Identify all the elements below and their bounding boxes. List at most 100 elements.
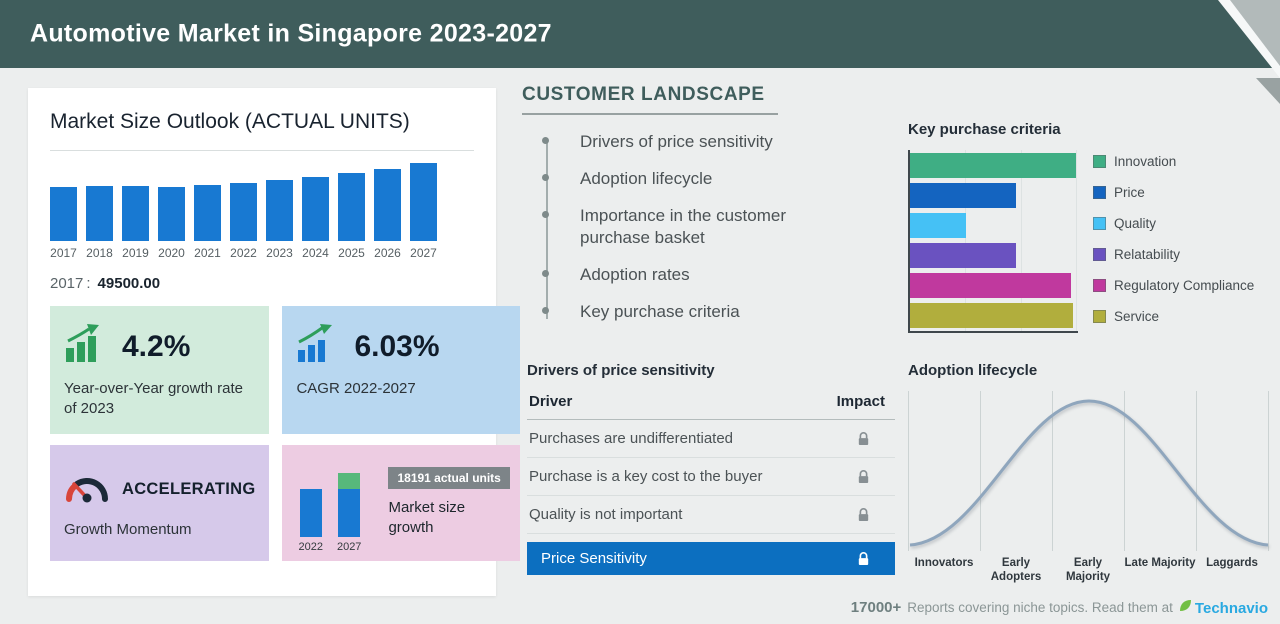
legend-marker-icon (1093, 248, 1106, 261)
key-purchase-criteria-title: Key purchase criteria (908, 121, 1061, 138)
base-year-separator: : (86, 275, 91, 292)
footer: 17000+ Reports covering niche topics. Re… (851, 599, 1268, 617)
stage-label: Late Majority (1124, 557, 1196, 569)
legend-label: Relatability (1114, 247, 1181, 262)
corner-ribbon-fold-icon (1256, 78, 1280, 104)
yoy-growth-card: 4.2% Year-over-Year growth rate of 2023 (50, 306, 270, 434)
stat-card-grid: 4.2% Year-over-Year growth rate of 2023 (50, 306, 520, 561)
legend-item: Price (1093, 185, 1254, 200)
gridline (965, 150, 966, 331)
table-header: Driver Impact (527, 391, 895, 420)
bell-curve-icon (909, 399, 1269, 547)
criteria-bar (910, 303, 1073, 328)
criteria-bar (910, 183, 1016, 208)
criteria-bar (910, 213, 966, 238)
driver-cell: Quality is not important (529, 506, 683, 523)
brand-name: Technavio (1194, 599, 1268, 617)
market-size-bar-column: 2019 (122, 186, 149, 260)
growth-year-label: 2027 (336, 541, 362, 553)
legend-label: Innovation (1114, 154, 1177, 169)
list-item-label: Key purchase criteria (580, 302, 740, 322)
legend-label: Service (1114, 309, 1160, 324)
market-size-bar-column: 2020 (158, 187, 185, 260)
gridline (1124, 391, 1125, 551)
legend-label: Price (1114, 185, 1145, 200)
technavio-logo[interactable]: Technavio (1179, 599, 1268, 617)
growth-bar-column: 2027 (337, 473, 361, 553)
market-size-bar-column: 2018 (86, 186, 113, 260)
table-row: Purchases are undifferentiated (527, 420, 895, 458)
list-bullet-icon (542, 174, 549, 182)
price-sensitivity-title: Drivers of price sensitivity (527, 362, 715, 379)
market-size-year-label: 2026 (374, 246, 401, 260)
criteria-bar (910, 273, 1071, 298)
market-size-panel: Market Size Outlook (ACTUAL UNITS) 2017 2… (28, 88, 520, 596)
legend-marker-icon (1093, 186, 1106, 199)
growth-increase-bar (338, 473, 361, 489)
legend-item: Relatability (1093, 247, 1254, 262)
list-item: Adoption rates (542, 264, 832, 286)
market-size-year-label: 2017 (50, 246, 77, 260)
table-row: Quality is not important (527, 496, 895, 534)
report-count: 17000+ (850, 599, 902, 616)
market-size-year-label: 2021 (194, 246, 221, 260)
list-item-label: Adoption lifecycle (580, 169, 713, 189)
market-size-year-label: 2025 (338, 246, 365, 260)
growth-mini-chart-wrap: 2022 2027 (294, 455, 378, 553)
customer-landscape-title: CUSTOMER LANDSCAPE (522, 84, 778, 115)
gridline (1076, 150, 1077, 331)
list-item-label: Adoption rates (580, 265, 690, 285)
market-size-year-label: 2020 (158, 246, 185, 260)
customer-landscape-section: CUSTOMER LANDSCAPE Drivers of price sens… (522, 84, 882, 324)
list-item: Key purchase criteria (542, 301, 832, 323)
market-size-bar-column: 2017 (50, 187, 77, 260)
yoy-growth-label: Year-over-Year growth rate of 2023 (64, 380, 243, 418)
yoy-growth-value: 4.2% (122, 329, 191, 363)
list-item-label: Importance in the customer purchase bask… (580, 206, 786, 248)
legend-label: Quality (1114, 216, 1157, 231)
growth-mini-bar-chart: 2022 2027 (294, 473, 361, 553)
market-size-bar-column: 2022 (230, 183, 257, 260)
market-size-bar (410, 163, 437, 241)
criteria-bar (910, 243, 1016, 268)
gridline (1268, 391, 1269, 551)
stage-label: Innovators (914, 557, 974, 569)
list-bullet-icon (542, 307, 549, 315)
criteria-bar (910, 153, 1076, 178)
header-bar: Automotive Market in Singapore 2023-2027 (0, 0, 1280, 68)
cagr-chart-icon (296, 324, 342, 369)
lock-icon (856, 551, 871, 567)
market-size-bar-column: 2021 (194, 185, 221, 260)
market-size-bar-column: 2025 (338, 173, 365, 260)
legend-marker-icon (1093, 217, 1106, 230)
growth-bars-arrow-icon (64, 324, 110, 369)
actual-units-badge: 18191 actual units (388, 467, 510, 489)
market-size-bar (86, 186, 113, 241)
footer-text: Reports covering niche topics. Read them… (907, 600, 1173, 615)
market-size-bar (302, 177, 329, 241)
list-bullet-icon (542, 270, 549, 278)
list-bullet-icon (542, 137, 549, 144)
base-year-label: 2017 (50, 275, 84, 292)
stage-label: Laggards (1206, 557, 1258, 569)
list-connector-line (546, 139, 548, 319)
gridline (908, 391, 909, 551)
highlight-row-label: Price Sensitivity (541, 550, 647, 567)
stage-label: Early Adopters (990, 557, 1042, 584)
growth-bar-stack (299, 489, 322, 537)
legend-item: Innovation (1093, 154, 1254, 169)
driver-cell: Purchase is a key cost to the buyer (529, 468, 763, 485)
gridline (1021, 150, 1022, 331)
market-size-bar (230, 183, 257, 241)
list-item: Drivers of price sensitivity (542, 131, 832, 153)
list-item: Adoption lifecycle (542, 168, 832, 190)
growth-bar-stack (338, 473, 361, 537)
speedometer-icon (64, 469, 110, 510)
market-size-bar-chart: 2017 2018 2019 2020 2021 2022 2023 2024 2025 2026… (50, 150, 474, 260)
cagr-label: CAGR 2022-2027 (296, 380, 416, 397)
market-size-year-label: 2023 (266, 246, 293, 260)
legend-marker-icon (1093, 155, 1106, 168)
list-bullet-icon (542, 211, 549, 219)
page-title: Automotive Market in Singapore 2023-2027 (30, 19, 552, 48)
